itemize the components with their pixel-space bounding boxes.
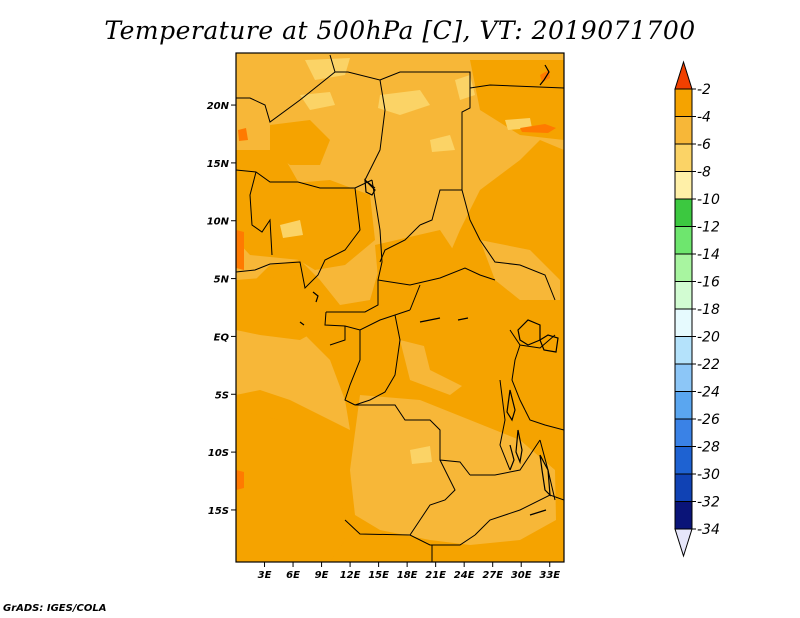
colorbar-swatch xyxy=(674,116,693,145)
latitude-axis: 20N 15N 10N 5N EQ 5S 10S 15S xyxy=(207,101,236,517)
y-tick-label: 5N xyxy=(214,275,230,286)
colorbar-swatch xyxy=(674,143,693,172)
y-tick-label: 5S xyxy=(215,390,229,401)
x-tick-label: 21E xyxy=(425,570,446,581)
colorbar-label: -16 xyxy=(697,275,720,291)
colorbar-swatch xyxy=(674,363,693,392)
country-boundaries xyxy=(236,54,564,562)
colorbar-label: -22 xyxy=(697,357,720,373)
y-tick-label: 10N xyxy=(207,217,230,228)
shade-level-8 xyxy=(280,58,532,464)
grads-credit: GrADS: IGES/COLA xyxy=(3,603,107,614)
colorbar-label: -28 xyxy=(697,440,720,456)
colorbar-label: -34 xyxy=(697,522,720,538)
colorbar-swatch xyxy=(674,171,693,200)
colorbar-label: -4 xyxy=(697,110,711,126)
colorbar-label: -10 xyxy=(697,192,720,208)
x-tick-label: 33E xyxy=(539,570,560,581)
colorbar-top-arrow xyxy=(674,60,693,90)
colorbar-swatch xyxy=(674,226,693,255)
x-tick-label: 18E xyxy=(397,570,418,581)
colorbar-swatch xyxy=(674,391,693,420)
colorbar-swatch xyxy=(674,446,693,475)
shade-level-2 xyxy=(236,70,556,490)
colorbar-swatch xyxy=(674,88,693,117)
colorbar-label: -6 xyxy=(697,137,711,153)
colorbar-label: -26 xyxy=(697,412,720,428)
colorbar-label: -24 xyxy=(697,385,720,401)
colorbar-label: -18 xyxy=(697,302,720,318)
colorbar-label: -8 xyxy=(697,165,711,181)
colorbar-bottom-arrow xyxy=(674,528,693,558)
longitude-axis: 3E 6E 9E 12E 15E 18E 21E 24E 27E 30E 33E xyxy=(258,562,560,581)
x-tick-label: 15E xyxy=(368,570,389,581)
color-legend: -2 -4 -6 -8 -10 -12 -14 -16 -18 -20 -22 -24 -26 -28 -3… xyxy=(674,60,720,558)
colorbar-label: -30 xyxy=(697,467,720,483)
colorbar-label: -14 xyxy=(697,247,720,263)
colorbar-label: -2 xyxy=(697,82,711,98)
y-tick-label: 10S xyxy=(208,448,229,459)
colorbar-swatch xyxy=(674,308,693,337)
colorbar-swatch xyxy=(674,253,693,282)
colorbar-label: -32 xyxy=(697,495,720,511)
x-tick-label: 9E xyxy=(315,570,329,581)
x-tick-label: 12E xyxy=(340,570,361,581)
lakes xyxy=(299,64,559,516)
map-title: Temperature at 500hPa [C], VT: 201907170… xyxy=(104,16,696,45)
x-tick-label: 27E xyxy=(482,570,503,581)
colorbar-swatch xyxy=(674,336,693,365)
colorbar-label: -12 xyxy=(697,220,720,236)
y-tick-label: 15S xyxy=(208,506,229,517)
temperature-field xyxy=(236,53,564,562)
colorbar-swatch xyxy=(674,198,693,227)
y-tick-label: 20N xyxy=(207,101,230,112)
colorbar-swatch xyxy=(674,501,693,530)
map-frame xyxy=(235,52,565,563)
x-tick-label: 24E xyxy=(454,570,475,581)
colorbar-swatch xyxy=(674,473,693,502)
colorbar-label: -20 xyxy=(697,330,720,346)
colorbar-swatch xyxy=(674,418,693,447)
colorbar-swatch xyxy=(674,281,693,310)
y-tick-label: EQ xyxy=(214,332,230,343)
x-tick-label: 3E xyxy=(258,570,272,581)
x-tick-label: 6E xyxy=(286,570,300,581)
x-tick-label: 30E xyxy=(511,570,532,581)
y-tick-label: 15N xyxy=(207,159,230,170)
